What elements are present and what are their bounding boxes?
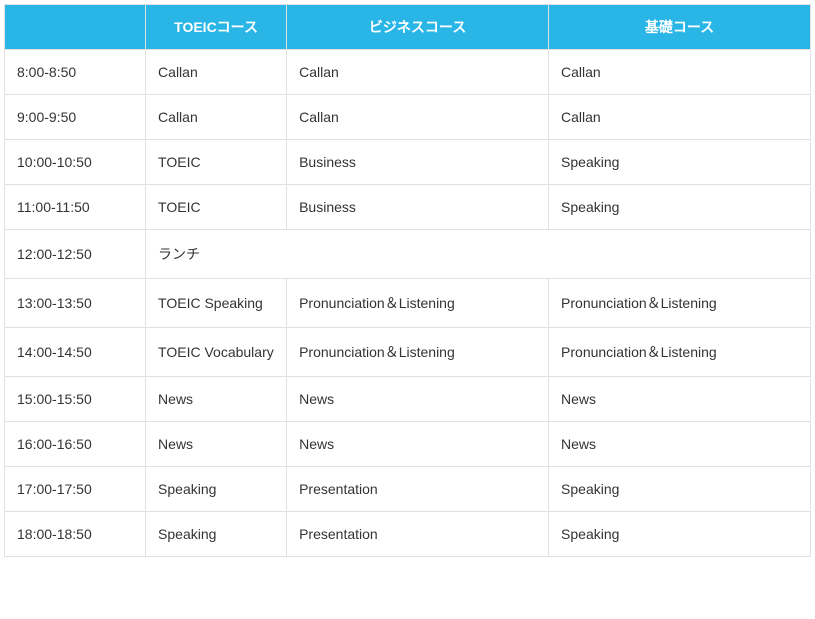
schedule-body: 8:00-8:50CallanCallanCallan9:00-9:50Call… xyxy=(5,50,811,557)
course-cell: News xyxy=(146,422,287,467)
course-cell: TOEIC Vocabulary xyxy=(146,328,287,377)
course-cell: News xyxy=(287,422,549,467)
time-cell: 13:00-13:50 xyxy=(5,279,146,328)
time-cell: 18:00-18:50 xyxy=(5,512,146,557)
course-cell: Presentation xyxy=(287,512,549,557)
course-cell: Speaking xyxy=(146,512,287,557)
course-cell: News xyxy=(549,377,811,422)
table-row: 9:00-9:50CallanCallanCallan xyxy=(5,95,811,140)
table-row: 13:00-13:50TOEIC SpeakingPronunciation＆L… xyxy=(5,279,811,328)
table-row: 10:00-10:50TOEICBusinessSpeaking xyxy=(5,140,811,185)
time-cell: 11:00-11:50 xyxy=(5,185,146,230)
header-toeic: TOEICコース xyxy=(146,5,287,50)
course-cell: Callan xyxy=(287,95,549,140)
course-cell: Callan xyxy=(146,50,287,95)
course-cell: Business xyxy=(287,140,549,185)
time-cell: 17:00-17:50 xyxy=(5,467,146,512)
course-cell: Speaking xyxy=(549,467,811,512)
course-cell: Callan xyxy=(287,50,549,95)
course-cell: TOEIC Speaking xyxy=(146,279,287,328)
time-cell: 10:00-10:50 xyxy=(5,140,146,185)
header-empty xyxy=(5,5,146,50)
course-cell: Callan xyxy=(549,50,811,95)
course-cell: Pronunciation＆Listening xyxy=(287,279,549,328)
time-cell: 14:00-14:50 xyxy=(5,328,146,377)
table-row: 8:00-8:50CallanCallanCallan xyxy=(5,50,811,95)
header-basic: 基礎コース xyxy=(549,5,811,50)
table-row: 14:00-14:50TOEIC VocabularyPronunciation… xyxy=(5,328,811,377)
course-cell: Pronunciation＆Listening xyxy=(549,279,811,328)
course-cell: Pronunciation＆Listening xyxy=(549,328,811,377)
time-cell: 12:00-12:50 xyxy=(5,230,146,279)
time-cell: 16:00-16:50 xyxy=(5,422,146,467)
course-cell: Presentation xyxy=(287,467,549,512)
table-row: 12:00-12:50ランチ xyxy=(5,230,811,279)
time-cell: 9:00-9:50 xyxy=(5,95,146,140)
table-row: 17:00-17:50SpeakingPresentationSpeaking xyxy=(5,467,811,512)
table-row: 11:00-11:50TOEICBusinessSpeaking xyxy=(5,185,811,230)
course-cell: ランチ xyxy=(146,230,811,279)
course-cell: Callan xyxy=(146,95,287,140)
course-cell: Speaking xyxy=(146,467,287,512)
course-cell: TOEIC xyxy=(146,140,287,185)
time-cell: 8:00-8:50 xyxy=(5,50,146,95)
header-row: TOEICコース ビジネスコース 基礎コース xyxy=(5,5,811,50)
course-cell: News xyxy=(549,422,811,467)
course-cell: News xyxy=(287,377,549,422)
course-cell: Callan xyxy=(549,95,811,140)
course-cell: Business xyxy=(287,185,549,230)
schedule-table: TOEICコース ビジネスコース 基礎コース 8:00-8:50CallanCa… xyxy=(4,4,811,557)
table-row: 15:00-15:50NewsNewsNews xyxy=(5,377,811,422)
table-row: 18:00-18:50SpeakingPresentationSpeaking xyxy=(5,512,811,557)
course-cell: News xyxy=(146,377,287,422)
course-cell: Speaking xyxy=(549,140,811,185)
header-business: ビジネスコース xyxy=(287,5,549,50)
course-cell: Pronunciation＆Listening xyxy=(287,328,549,377)
table-row: 16:00-16:50NewsNewsNews xyxy=(5,422,811,467)
course-cell: Speaking xyxy=(549,185,811,230)
time-cell: 15:00-15:50 xyxy=(5,377,146,422)
course-cell: TOEIC xyxy=(146,185,287,230)
course-cell: Speaking xyxy=(549,512,811,557)
